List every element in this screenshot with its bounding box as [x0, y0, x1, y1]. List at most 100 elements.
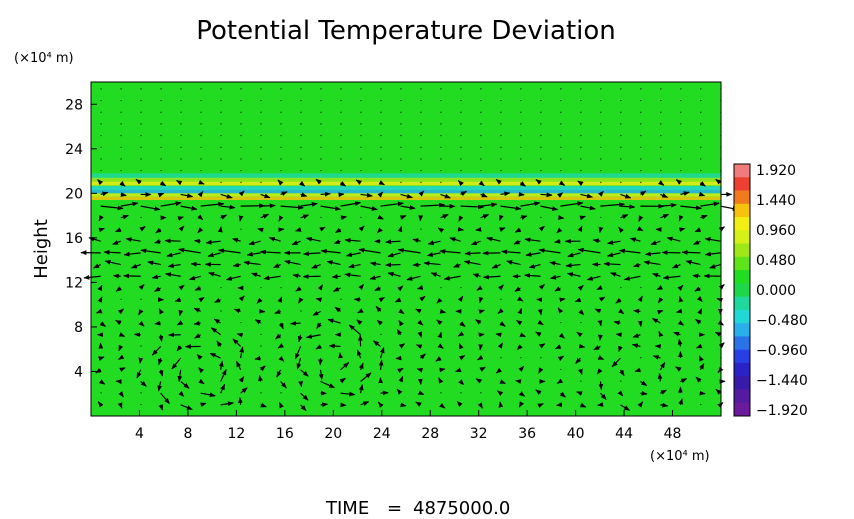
vector-arrow	[439, 367, 446, 373]
vector-dot	[420, 181, 422, 184]
vector-arrow	[220, 204, 236, 210]
vector-dot	[480, 99, 482, 102]
vector-arrow	[225, 275, 241, 281]
vector-arrow	[520, 201, 541, 207]
vector-arrow	[499, 214, 504, 222]
vector-arrow	[327, 318, 341, 324]
vector-arrow	[634, 367, 641, 373]
vector-arrow	[696, 296, 703, 303]
vector-arrow	[339, 377, 346, 384]
vector-dot	[340, 146, 342, 149]
x-tick-label: 8	[183, 426, 192, 442]
vector-dot	[380, 88, 382, 90]
vector-dot	[280, 169, 282, 172]
vector-dot	[440, 88, 442, 90]
vector-arrow	[176, 345, 183, 352]
vector-arrow	[98, 356, 105, 361]
vector-arrow	[623, 275, 641, 281]
vector-arrow	[376, 319, 383, 326]
vector-arrow	[378, 296, 385, 303]
vector-arrow	[312, 310, 321, 316]
vector-dot	[380, 333, 382, 336]
vector-arrow	[177, 369, 183, 383]
vector-dot	[160, 158, 162, 160]
vector-arrow	[317, 284, 324, 291]
vector-arrow	[198, 367, 205, 374]
vector-arrow	[93, 263, 101, 269]
vector-dot	[400, 146, 402, 149]
vector-dot	[580, 88, 582, 90]
vector-arrow	[334, 227, 342, 234]
vector-arrow	[607, 240, 621, 245]
vector-dot	[180, 169, 182, 172]
vector-arrow	[673, 331, 681, 337]
vector-arrow	[299, 180, 306, 187]
vector-dot	[180, 158, 182, 160]
vector-arrow	[260, 203, 276, 209]
vector-arrow	[97, 179, 104, 186]
vector-dot	[580, 111, 582, 113]
vector-dot	[180, 88, 182, 90]
vector-dot	[540, 146, 542, 149]
vector-dot	[620, 158, 622, 160]
vector-arrow	[397, 285, 404, 292]
vector-arrow	[578, 343, 586, 349]
vector-dot	[480, 111, 482, 113]
vector-dot	[240, 111, 242, 113]
vector-arrow	[369, 275, 381, 280]
vector-dot	[560, 99, 562, 102]
vector-dot	[160, 169, 162, 172]
vector-dot	[540, 123, 542, 125]
vector-dot	[440, 99, 442, 102]
y-axis-label: Height	[31, 219, 52, 279]
vector-arrow	[205, 239, 221, 245]
vector-dot	[220, 286, 222, 289]
vector-arrow	[385, 262, 401, 268]
vector-arrow	[373, 340, 381, 347]
vector-arrow	[470, 240, 481, 246]
time-equals: =	[387, 498, 402, 519]
vector-dot	[600, 111, 602, 113]
vector-arrow	[339, 181, 347, 187]
vector-arrow	[538, 284, 545, 290]
vector-dot	[220, 146, 222, 149]
vector-arrow	[457, 331, 465, 337]
vector-arrow	[118, 391, 124, 398]
vector-arrow	[660, 389, 667, 395]
vector-arrow	[516, 344, 523, 351]
vector-arrow	[139, 226, 146, 232]
vector-dot	[360, 146, 362, 149]
vector-arrow	[603, 261, 621, 267]
vector-dot	[560, 111, 562, 113]
plot-frame	[90, 81, 722, 417]
y-tick-label: 8	[74, 320, 83, 336]
vector-dot	[100, 169, 102, 172]
vector-arrow	[297, 334, 303, 343]
vector-arrow	[120, 192, 127, 197]
vector-arrow	[458, 355, 466, 361]
band-stripe	[91, 177, 721, 182]
vector-arrow	[675, 366, 682, 372]
vector-arrow	[198, 296, 205, 303]
vector-arrow	[358, 362, 364, 371]
vector-arrow	[715, 178, 722, 185]
vector-dot	[500, 169, 502, 172]
vector-arrow	[260, 402, 267, 408]
vector-arrow	[480, 214, 490, 219]
vector-dot	[420, 123, 422, 125]
vector-dot	[600, 181, 602, 184]
vector-arrow	[97, 296, 103, 303]
vector-dot	[520, 111, 522, 113]
x-tick-label: 40	[567, 426, 585, 442]
vector-dot	[400, 88, 402, 90]
vector-arrow	[95, 368, 102, 374]
vector-dot	[620, 169, 622, 172]
vector-arrow	[178, 309, 184, 317]
vector-dot	[180, 123, 182, 125]
vector-arrow	[125, 237, 141, 242]
vector-arrow	[685, 260, 701, 266]
vector-arrow	[164, 272, 181, 278]
vector-arrow	[238, 215, 244, 222]
vector-arrow	[520, 215, 528, 220]
vector-dot	[500, 158, 502, 160]
